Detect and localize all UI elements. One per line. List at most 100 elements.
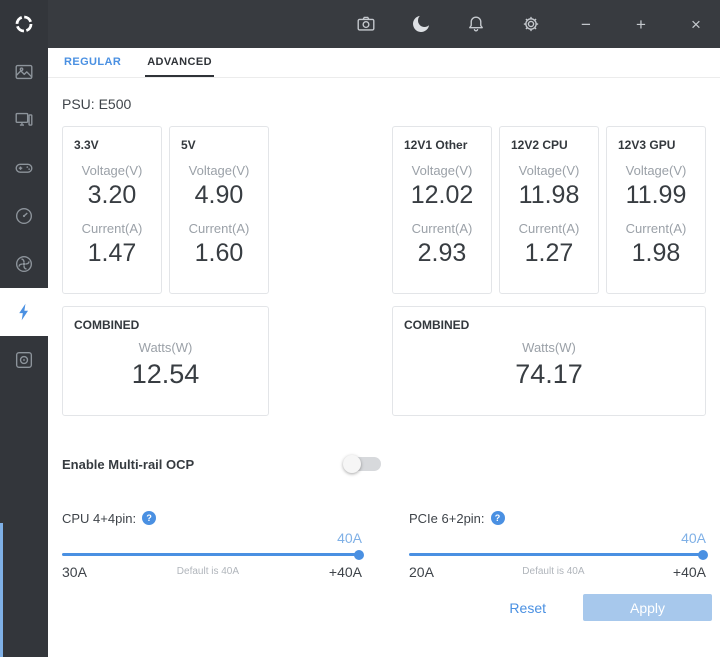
rail-card-12v3: 12V3 GPU Voltage(V) 11.99 Current(A) 1.9… [606, 126, 706, 294]
sidebar [0, 48, 48, 657]
pcie-6plus2pin-slider[interactable] [409, 549, 708, 560]
watts-label: Watts(W) [138, 340, 193, 355]
sidebar-item-pc-monitoring[interactable] [0, 96, 48, 144]
tab-regular[interactable]: REGULAR [64, 55, 122, 68]
tab-advanced[interactable]: ADVANCED [145, 48, 214, 77]
voltage-label: Voltage(V) [411, 163, 473, 178]
scale-default-note: Default is 40A [522, 566, 585, 577]
voltage-label: Voltage(V) [81, 163, 143, 178]
help-icon[interactable]: ? [490, 511, 505, 525]
voltage-label: Voltage(V) [188, 163, 250, 178]
watts-value: 74.17 [515, 359, 583, 389]
help-icon[interactable]: ? [142, 511, 157, 525]
voltage-value: 11.99 [625, 181, 687, 209]
rail-card-body: Voltage(V) 4.90 Current(A) 1.60 [170, 163, 268, 268]
tab-bar: REGULAR ADVANCED [48, 48, 720, 78]
actions-row: Reset Apply [62, 594, 712, 621]
sidebar-item-lighting[interactable] [0, 48, 48, 96]
combined-cards-row: COMBINED Watts(W) 12.54 COMBINED Watts(W… [62, 306, 706, 416]
pcie-slider-label: PCIe 6+2pin: [409, 510, 485, 526]
rail-card-12v2: 12V2 CPU Voltage(V) 11.98 Current(A) 1.2… [499, 126, 599, 294]
combined-card-body: Watts(W) 74.17 [393, 340, 705, 390]
rail-name: 12V1 Other [404, 138, 468, 152]
scale-min: 30A [62, 563, 87, 580]
titlebar-actions: − + × [354, 12, 720, 36]
sidebar-item-performance[interactable] [0, 192, 48, 240]
current-value: 1.47 [87, 239, 137, 267]
ocp-toggle-row: Enable Multi-rail OCP [62, 454, 706, 474]
slider-head: PCIe 6+2pin: ? [409, 510, 706, 526]
scale-max: +40A [672, 563, 706, 580]
watts-value: 12.54 [131, 359, 200, 389]
scale-default-note: Default is 40A [176, 566, 240, 577]
rail-card-body: Voltage(V) 11.99 Current(A) 1.98 [607, 163, 705, 268]
maximize-button[interactable]: + [636, 14, 646, 34]
combined-title: COMBINED [404, 318, 470, 332]
combined-card-minor: COMBINED Watts(W) 12.54 [62, 306, 269, 416]
power-bolt-icon [19, 303, 29, 321]
voltage-label: Voltage(V) [625, 163, 687, 178]
12v-rails-group: 12V1 Other Voltage(V) 12.02 Current(A) 2… [392, 126, 706, 294]
gauge-icon [15, 207, 33, 225]
rail-name: 12V2 CPU [511, 138, 568, 152]
rail-card-body: Voltage(V) 12.02 Current(A) 2.93 [393, 163, 491, 268]
combined-card-body: Watts(W) 12.54 [63, 340, 268, 390]
close-button[interactable]: × [691, 14, 701, 34]
voltage-value: 4.90 [194, 181, 244, 209]
combined-title: COMBINED [74, 318, 140, 332]
sidebar-item-games[interactable] [0, 144, 48, 192]
voltage-value: 12.02 [410, 181, 474, 209]
toggle-knob [343, 455, 361, 473]
rail-card-body: Voltage(V) 3.20 Current(A) 1.47 [63, 163, 161, 268]
pcie-slider-value: 40A [681, 530, 706, 546]
pcie-slider-group: PCIe 6+2pin: ? 40A 20A Default is 40A +4… [409, 510, 708, 580]
slider-handle[interactable] [698, 549, 708, 560]
cpu-4plus4pin-slider[interactable] [62, 549, 364, 560]
rail-card-3v3: 3.3V Voltage(V) 3.20 Current(A) 1.47 [62, 126, 162, 294]
gamepad-icon [15, 163, 33, 173]
sidebar-item-storage[interactable] [0, 336, 48, 384]
current-label: Current(A) [81, 221, 143, 236]
current-value: 2.93 [417, 239, 467, 267]
scrollbar[interactable] [0, 523, 3, 657]
cpu-slider-group: CPU 4+4pin: ? 40A 30A Default is 40A +40… [62, 510, 364, 580]
rail-cards-row: 3.3V Voltage(V) 3.20 Current(A) 1.47 5V … [62, 126, 706, 294]
rail-name: 12V3 GPU [618, 138, 676, 152]
sidebar-item-cooling[interactable] [0, 240, 48, 288]
voltage-value: 11.98 [518, 181, 580, 209]
nzxt-logo[interactable] [0, 0, 48, 48]
rail-card-5v: 5V Voltage(V) 4.90 Current(A) 1.60 [169, 126, 269, 294]
ocp-sliders-row: CPU 4+4pin: ? 40A 30A Default is 40A +40… [62, 510, 708, 580]
watts-label: Watts(W) [522, 340, 576, 355]
current-value: 1.60 [194, 239, 244, 267]
settings-gear-icon[interactable] [519, 12, 543, 36]
slider-handle[interactable] [354, 549, 364, 560]
reset-button[interactable]: Reset [509, 599, 546, 616]
image-icon [15, 64, 33, 80]
current-label: Current(A) [518, 221, 580, 236]
slider-scale: 20A Default is 40A +40A [409, 563, 706, 580]
sidebar-item-power[interactable] [0, 288, 48, 336]
multi-rail-ocp-toggle[interactable] [343, 455, 381, 473]
slider-scale: 30A Default is 40A +40A [62, 563, 362, 580]
rail-card-body: Voltage(V) 11.98 Current(A) 1.27 [500, 163, 598, 268]
current-value: 1.98 [631, 239, 681, 267]
dark-mode-moon-icon[interactable] [409, 12, 433, 36]
nzxt-logo-icon [15, 15, 33, 33]
scale-min: 20A [409, 563, 434, 580]
scale-max: +40A [328, 563, 362, 580]
apply-button[interactable]: Apply [583, 594, 712, 621]
notifications-bell-icon[interactable] [464, 12, 488, 36]
psu-label: PSU: E500 [62, 96, 132, 112]
current-value: 1.27 [524, 239, 574, 267]
current-label: Current(A) [625, 221, 687, 236]
cpu-slider-value: 40A [337, 530, 362, 546]
minimize-button[interactable]: − [581, 14, 591, 34]
screenshot-camera-icon[interactable] [354, 12, 378, 36]
fan-icon [15, 255, 33, 273]
ocp-label: Enable Multi-rail OCP [62, 456, 195, 472]
current-label: Current(A) [188, 221, 250, 236]
main-content: REGULAR ADVANCED PSU: E500 3.3V Voltage(… [48, 48, 720, 657]
drive-icon [15, 351, 33, 369]
